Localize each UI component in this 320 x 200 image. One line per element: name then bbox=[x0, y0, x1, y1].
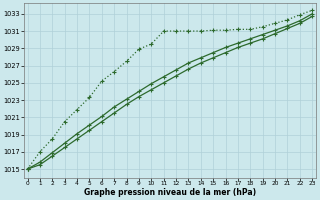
X-axis label: Graphe pression niveau de la mer (hPa): Graphe pression niveau de la mer (hPa) bbox=[84, 188, 256, 197]
